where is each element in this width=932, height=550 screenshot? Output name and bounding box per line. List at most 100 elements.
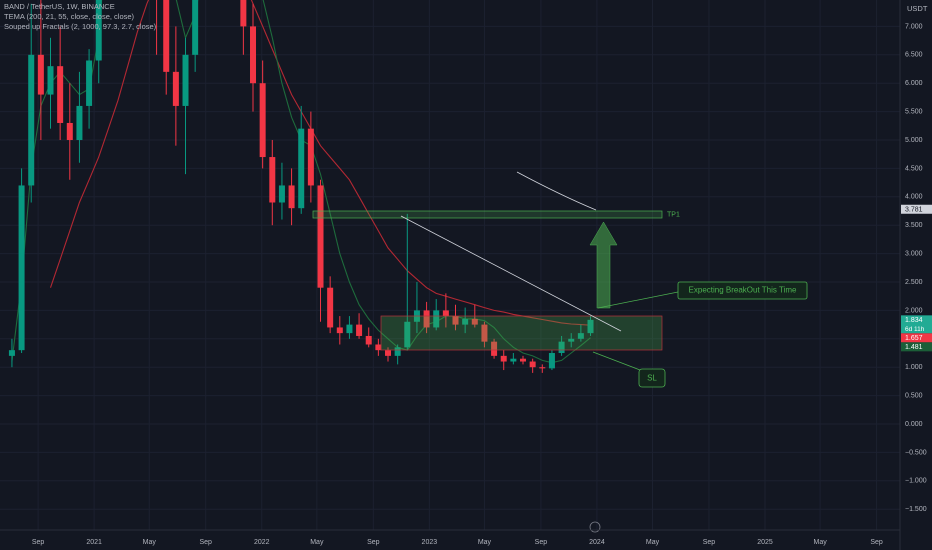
curve-line <box>516 171 597 211</box>
candle-body <box>336 327 343 334</box>
x-tick-label: Sep <box>703 539 716 546</box>
callout-line <box>597 291 679 309</box>
candle-body <box>269 157 276 203</box>
x-tick-label: Sep <box>367 539 380 546</box>
candle-body <box>278 185 285 203</box>
x-tick-label: 2025 <box>757 539 773 546</box>
candle-body <box>510 358 517 362</box>
candle-body <box>394 347 401 356</box>
y-tick-label: 5.500 <box>905 108 923 115</box>
price-label: 1.481 <box>905 344 923 351</box>
x-tick-label: May <box>813 539 827 546</box>
callout-text: Expecting BreakOut This Time <box>689 286 797 295</box>
candle-body <box>182 54 189 106</box>
event-icon[interactable] <box>589 521 601 533</box>
candle-body <box>548 353 555 369</box>
y-tick-label: 3.500 <box>905 222 923 229</box>
x-tick-label: 2021 <box>86 539 102 546</box>
candle-body <box>423 310 430 328</box>
price-label: 1.834 <box>905 317 923 324</box>
x-tick-label: May <box>310 539 324 546</box>
sl-box <box>638 368 666 388</box>
candle-body <box>57 66 64 123</box>
x-tick-label: Sep <box>535 539 548 546</box>
candle-body <box>520 358 527 362</box>
sl-text: SL <box>647 374 657 383</box>
y-tick-label: 2.500 <box>905 279 923 286</box>
candle-body <box>558 341 565 354</box>
y-tick-label: −1.000 <box>905 478 927 485</box>
axes: −1.500−1.000−0.5000.0000.5001.0001.5002.… <box>32 23 932 546</box>
indicator-line <box>49 0 591 326</box>
price-label-bg <box>901 315 932 334</box>
y-tick-label: −0.500 <box>905 449 927 456</box>
range-zone <box>380 315 663 351</box>
x-tick-label: Sep <box>870 539 883 546</box>
symbol-title: BAND / TetherUS, 1W, BINANCE <box>4 2 115 11</box>
y-tick-label: 6.000 <box>905 80 923 87</box>
y-tick-label: 4.000 <box>905 194 923 201</box>
x-tick-label: May <box>143 539 157 546</box>
x-tick-label: May <box>646 539 660 546</box>
tp-label: TP1 <box>667 211 680 218</box>
y-tick-label: 1.000 <box>905 364 923 371</box>
plot <box>8 0 594 373</box>
breakout-arrow <box>589 221 618 309</box>
candle-body <box>385 350 392 356</box>
candle-body <box>37 54 44 95</box>
candle-body <box>577 333 584 339</box>
candle-body <box>365 335 372 345</box>
candle-body <box>587 319 594 334</box>
y-tick-label: 0.000 <box>905 421 923 428</box>
y-tick-label: 7.000 <box>905 23 923 30</box>
candle-body <box>356 324 363 336</box>
candle-body <box>500 355 507 362</box>
candle-body <box>442 310 449 317</box>
trend-line <box>400 215 622 332</box>
candle-body <box>452 316 459 325</box>
tp-zone <box>312 210 663 219</box>
candle-body <box>462 318 469 325</box>
candle-body <box>298 128 305 209</box>
candle-body <box>259 83 266 158</box>
y-tick-label: 2.000 <box>905 307 923 314</box>
candle-body <box>172 71 179 106</box>
price-label: 1.657 <box>905 335 923 342</box>
candle-body <box>481 324 488 342</box>
candle-body <box>404 321 411 348</box>
candle-body <box>288 185 295 209</box>
countdown: 6d 11h <box>905 326 925 333</box>
callout-box <box>677 281 808 300</box>
candle-body <box>47 66 54 95</box>
y-tick-label: 3.000 <box>905 250 923 257</box>
grid <box>0 0 900 530</box>
candle-body <box>539 367 546 369</box>
x-tick-label: 2024 <box>589 539 605 546</box>
candle-body <box>491 341 498 356</box>
candle-body <box>240 0 247 27</box>
candle-body <box>250 26 257 84</box>
candle-body <box>346 324 353 334</box>
candle-body <box>66 122 73 141</box>
candle-body <box>471 318 478 325</box>
x-tick-label: 2023 <box>422 539 438 546</box>
indicator-legend: TEMA (200, 21, 55, close, close, close) <box>4 12 135 21</box>
candle-body <box>568 338 575 342</box>
candle-body <box>163 0 170 72</box>
x-tick-label: Sep <box>32 539 45 546</box>
y-tick-label: 4.500 <box>905 165 923 172</box>
currency: USDT <box>907 4 928 13</box>
candle-body <box>192 0 199 55</box>
candle-body <box>18 185 25 351</box>
indicator-legend: Souped up Fractals (2, 1000, 97.3, 2.7, … <box>4 22 157 31</box>
sl-line <box>592 351 641 371</box>
price-label-bg <box>901 342 932 352</box>
x-tick-label: Sep <box>199 539 212 546</box>
candle-body <box>307 128 314 186</box>
candle-body <box>86 60 93 106</box>
y-tick-label: 5.000 <box>905 137 923 144</box>
candle-body <box>375 344 382 351</box>
x-tick-label: May <box>478 539 492 546</box>
